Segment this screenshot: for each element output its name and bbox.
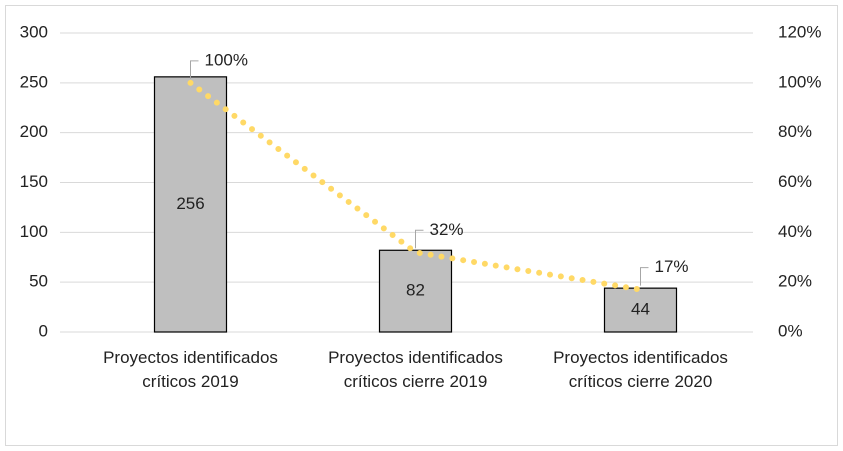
- x-tick-label: Proyectos identificados críticos 2019: [103, 348, 278, 391]
- line-value-label: 17%: [655, 257, 689, 276]
- y-tick-label: 300: [20, 22, 48, 41]
- y2-tick-label: 20%: [778, 272, 812, 291]
- bar: [603, 287, 678, 333]
- bar-value-label: 256: [176, 194, 204, 213]
- x-tick-label: Proyectos identificados críticos cierre …: [553, 348, 728, 391]
- bar: [378, 249, 453, 333]
- y-tick-label: 0: [39, 321, 48, 340]
- bar: [153, 76, 228, 333]
- y2-tick-label: 0%: [778, 321, 803, 340]
- line-value-label: 32%: [430, 220, 464, 239]
- bar-value-label: 44: [631, 300, 650, 319]
- line-value-label: 100%: [205, 50, 248, 69]
- y2-tick-label: 80%: [778, 122, 812, 141]
- y2-tick-label: 120%: [778, 22, 821, 41]
- y2-tick-label: 100%: [778, 72, 821, 91]
- leader-line: [190, 60, 199, 79]
- y-tick-label: 200: [20, 122, 48, 141]
- y-tick-label: 50: [29, 272, 48, 291]
- leader-line: [415, 229, 424, 249]
- bar-value-label: 82: [406, 281, 425, 300]
- y2-tick-label: 40%: [778, 222, 812, 241]
- leader-line: [640, 267, 649, 286]
- y-tick-label: 250: [20, 72, 48, 91]
- y2-tick-label: 60%: [778, 172, 812, 191]
- chart-border: [5, 5, 838, 446]
- x-tick-label: Proyectos identificados críticos cierre …: [328, 348, 503, 391]
- y-tick-label: 150: [20, 172, 48, 191]
- y-tick-label: 100: [20, 222, 48, 241]
